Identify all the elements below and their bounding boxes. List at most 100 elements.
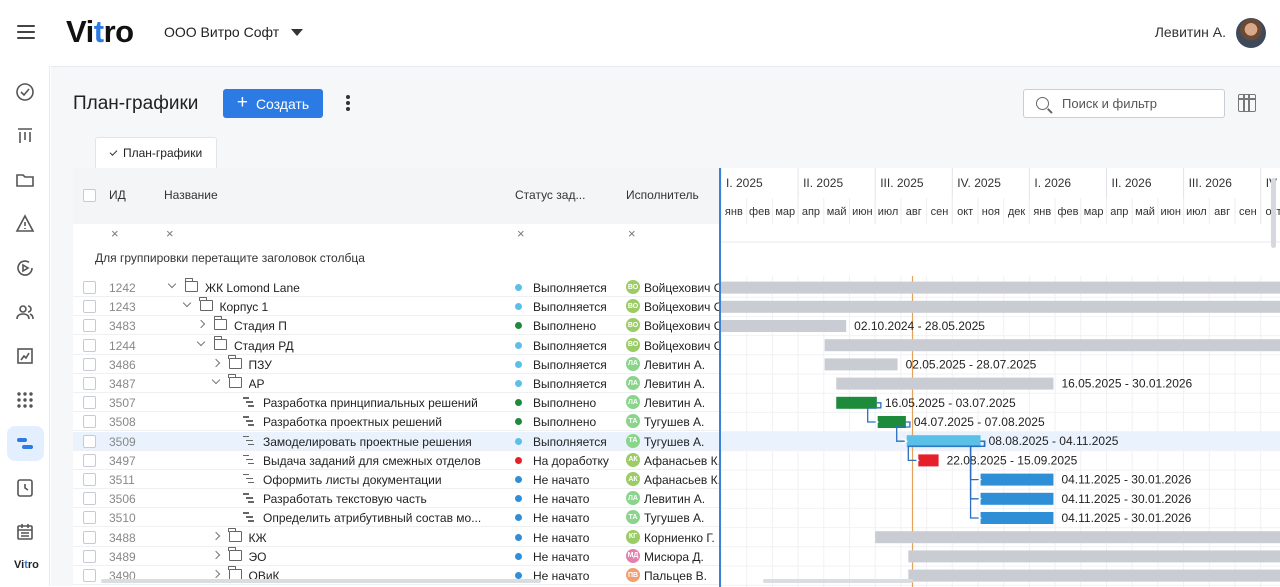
search-input[interactable]: Поиск и фильтр: [1023, 89, 1225, 118]
row-name[interactable]: Корпус 1: [219, 300, 269, 315]
row-name[interactable]: Оформить листы документации: [263, 473, 442, 487]
table-row[interactable]: 3489 ЭО Не начато МД Мисюра Д.: [73, 546, 719, 566]
gantt-bar[interactable]: [721, 300, 1280, 313]
row-checkbox[interactable]: [83, 569, 96, 582]
column-header-id[interactable]: ИД: [109, 188, 126, 202]
column-header-status[interactable]: Статус зад...: [515, 188, 586, 202]
gantt-bar[interactable]: [980, 492, 1054, 505]
gantt-bar[interactable]: [906, 435, 981, 448]
column-header-name[interactable]: Название: [164, 188, 218, 202]
gantt-icon[interactable]: [13, 432, 37, 456]
table-row[interactable]: 1242 ЖК Lomond Lane Выполняется ВО Войцехови…: [73, 278, 719, 297]
row-checkbox[interactable]: [83, 357, 96, 371]
table-row[interactable]: 3488 КЖ Не начато КГ Корниенко Г.: [73, 527, 719, 547]
row-checkbox[interactable]: [83, 300, 96, 314]
menu-icon[interactable]: [17, 25, 35, 39]
gantt-bar[interactable]: [908, 550, 1280, 563]
gantt-bar[interactable]: [836, 377, 1054, 390]
row-checkbox[interactable]: [83, 377, 96, 390]
table-row[interactable]: 3490 ОВиК Не начато ПВ Пальцев В.: [73, 566, 719, 585]
row-name[interactable]: Разработать текстовую часть: [263, 492, 427, 507]
column-settings-icon[interactable]: [1238, 94, 1256, 112]
row-checkbox[interactable]: [83, 492, 96, 506]
gantt-bar[interactable]: [836, 396, 877, 409]
chevron-right-icon[interactable]: [211, 531, 220, 540]
filter-clear-id-icon[interactable]: ×: [111, 226, 119, 241]
chevron-right-icon[interactable]: [211, 550, 220, 560]
row-name[interactable]: ЭО: [248, 549, 267, 564]
row-name[interactable]: ПЗУ: [248, 357, 272, 372]
column-header-executor[interactable]: Исполнитель: [626, 188, 699, 202]
tab-plan-schedules[interactable]: План-графики: [95, 137, 217, 168]
folder-icon[interactable]: [13, 168, 37, 192]
filter-clear-executor-icon[interactable]: ×: [628, 226, 636, 241]
row-name[interactable]: Разработка проектных решений: [263, 415, 442, 430]
select-all-checkbox[interactable]: [83, 189, 96, 202]
row-checkbox[interactable]: [83, 549, 96, 563]
gantt-horizontal-scrollbar[interactable]: [763, 579, 913, 583]
table-row[interactable]: 3497 Выдача заданий для смежных отделов На…: [73, 451, 719, 470]
chevron-down-icon[interactable]: [182, 298, 191, 308]
table-row[interactable]: 1244 Стадия РД Выполняется ВО Войцехович О.: [73, 335, 719, 355]
chevron-right-icon[interactable]: [211, 358, 220, 368]
warning-icon[interactable]: [13, 212, 37, 236]
table-row[interactable]: 3509 Замоделировать проектные решения Выпо…: [73, 431, 719, 451]
chevron-down-icon[interactable]: [167, 279, 177, 289]
row-name[interactable]: Стадия П: [234, 319, 287, 334]
row-checkbox[interactable]: [83, 338, 96, 352]
chevron-down-icon[interactable]: [196, 337, 206, 346]
users-icon[interactable]: [13, 300, 37, 324]
grid-horizontal-scrollbar[interactable]: [101, 579, 541, 583]
gantt-bar[interactable]: [824, 358, 898, 371]
avatar[interactable]: [1236, 18, 1266, 48]
gantt-bar[interactable]: [980, 473, 1054, 486]
row-checkbox[interactable]: [83, 415, 96, 429]
gantt-bar[interactable]: [721, 281, 1280, 294]
gantt-bar[interactable]: [918, 454, 939, 467]
chevron-right-icon[interactable]: [211, 569, 220, 579]
more-icon[interactable]: [346, 95, 352, 113]
gantt-bar[interactable]: [877, 416, 906, 428]
table-row[interactable]: 3511 Оформить листы документации Не начато…: [73, 470, 719, 489]
row-checkbox[interactable]: [83, 396, 96, 410]
gantt-bar[interactable]: [824, 339, 1280, 352]
gantt-bar[interactable]: [980, 512, 1054, 524]
vertical-scrollbar[interactable]: [1271, 178, 1276, 248]
report-icon[interactable]: [13, 344, 37, 368]
row-name[interactable]: Замоделировать проектные решения: [263, 434, 472, 449]
org-selector[interactable]: ООО Витро Софт: [164, 24, 304, 40]
table-row[interactable]: 3487 АР Выполняется ЛА Левитин А.: [73, 374, 719, 393]
app-logo[interactable]: Vitro: [66, 14, 134, 49]
user-name[interactable]: Левитин А.: [1154, 24, 1226, 40]
row-name[interactable]: Определить атрибутивный состав мо...: [263, 511, 482, 526]
play-cycle-icon[interactable]: [13, 256, 37, 280]
table-row[interactable]: 3506 Разработать текстовую часть Не начато…: [73, 489, 719, 509]
row-checkbox[interactable]: [83, 434, 96, 448]
calendar-icon[interactable]: [13, 520, 37, 544]
row-name[interactable]: Стадия РД: [234, 338, 294, 353]
row-name[interactable]: КЖ: [248, 530, 267, 545]
row-name[interactable]: Выдача заданий для смежных отделов: [263, 453, 481, 468]
row-name[interactable]: ЖК Lomond Lane: [205, 281, 300, 295]
row-checkbox[interactable]: [83, 511, 96, 525]
filter-clear-name-icon[interactable]: ×: [166, 226, 174, 241]
row-checkbox[interactable]: [83, 281, 96, 294]
table-row[interactable]: 3507 Разработка принципиальных решений Вып…: [73, 393, 719, 413]
table-row[interactable]: 3510 Определить атрибутивный состав мо...…: [73, 508, 719, 528]
gantt-bar[interactable]: [908, 569, 1280, 582]
create-button[interactable]: + Создать: [223, 89, 323, 118]
check-circle-icon[interactable]: [13, 80, 37, 104]
row-name[interactable]: Разработка принципиальных решений: [263, 396, 478, 411]
clock-icon[interactable]: [13, 476, 37, 500]
gantt-bar[interactable]: [875, 531, 1280, 544]
row-name[interactable]: АР: [248, 377, 265, 391]
chevron-right-icon[interactable]: [196, 320, 206, 329]
gantt-bar[interactable]: [721, 320, 847, 332]
row-checkbox[interactable]: [83, 473, 96, 486]
board-icon[interactable]: [13, 124, 37, 148]
row-checkbox[interactable]: [83, 530, 96, 544]
table-row[interactable]: 3508 Разработка проектных решений Выполнен…: [73, 412, 719, 432]
table-row[interactable]: 3483 Стадия П Выполнено ВО Войцехович О.: [73, 316, 719, 336]
filter-clear-status-icon[interactable]: ×: [517, 226, 525, 241]
table-row[interactable]: 1243 Корпус 1 Выполняется ВО Войцехович О.: [73, 297, 719, 317]
